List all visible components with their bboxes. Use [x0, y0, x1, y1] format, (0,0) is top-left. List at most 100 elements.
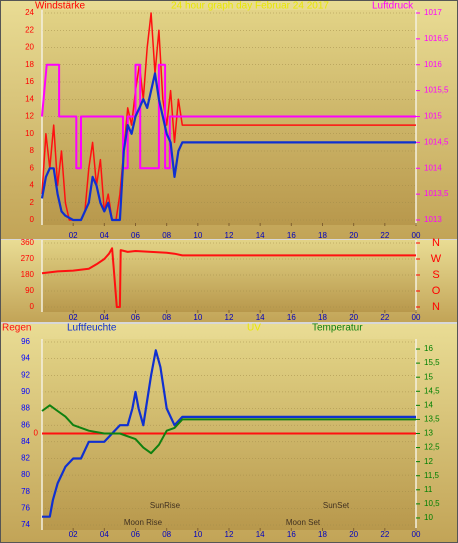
y2-tick-label: 1015	[424, 112, 442, 121]
y2-axis-label: Luftdruck	[372, 1, 414, 12]
y2-tick-label: W	[431, 253, 442, 265]
annotation: Moon Rise	[124, 518, 163, 527]
y-tick-label: 8	[30, 146, 35, 155]
y-tick-label: 360	[21, 238, 35, 247]
x-tick-label: 10	[193, 313, 202, 322]
x-tick-label: 10	[193, 231, 202, 240]
y-tick-label: 82	[21, 454, 30, 463]
y-tick-label: 0	[30, 302, 35, 311]
x-tick-label: 14	[256, 313, 265, 322]
y2-tick-label: 13,5	[424, 415, 440, 424]
y-tick-label: 20	[25, 43, 34, 52]
y2-tick-label: 16	[424, 344, 433, 353]
x-tick-label: 08	[162, 231, 171, 240]
y-tick-label: 16	[25, 77, 34, 86]
y2-tick-label: 1015,5	[424, 86, 449, 95]
annotation: SunSet	[323, 501, 350, 510]
x-tick-label: 02	[69, 231, 78, 240]
y-tick-label: 180	[21, 270, 35, 279]
y2-tick-label: N	[432, 237, 440, 249]
x-tick-label: 10	[193, 530, 202, 539]
series-line	[41, 247, 416, 308]
y-tick-label: 80	[21, 470, 30, 479]
legend-label: Temperatur	[312, 323, 363, 334]
series-line	[42, 349, 416, 518]
x-tick-label: 22	[380, 231, 389, 240]
x-tick-label: 02	[69, 313, 78, 322]
x-tick-label: 22	[380, 530, 389, 539]
y-tick-label: 86	[21, 420, 30, 429]
y2-tick-label: 11	[424, 485, 433, 494]
y2-tick-label: 1016	[424, 60, 442, 69]
x-tick-label: 12	[225, 530, 234, 539]
y2-tick-label: 10,5	[424, 499, 440, 508]
x-tick-label: 18	[318, 231, 327, 240]
x-tick-label: 12	[225, 313, 234, 322]
series-line	[41, 63, 416, 170]
y2-tick-label: N	[432, 301, 440, 313]
x-tick-label: 00	[412, 530, 421, 539]
y2-tick-label: 12	[424, 457, 433, 466]
y-tick-label: 0	[30, 215, 35, 224]
uv-label: UV	[247, 323, 261, 334]
series-line	[40, 72, 416, 222]
x-tick-label: 12	[225, 231, 234, 240]
y-tick-label: 78	[21, 487, 30, 496]
x-tick-label: 08	[162, 313, 171, 322]
x-tick-label: 04	[100, 313, 109, 322]
x-tick-label: 18	[318, 313, 327, 322]
x-tick-label: 22	[380, 313, 389, 322]
x-tick-label: 16	[287, 313, 296, 322]
series-line	[41, 404, 416, 455]
y-tick-label: 4	[30, 181, 35, 190]
y2-tick-label: 1017	[424, 8, 442, 17]
y2-tick-label: 12,5	[424, 443, 440, 452]
y-tick-label: 94	[21, 354, 30, 363]
x-tick-label: 14	[256, 231, 265, 240]
x-tick-label: 08	[162, 530, 171, 539]
x-tick-label: 02	[69, 530, 78, 539]
y-tick-label: 14	[25, 94, 34, 103]
chart-title: 24 hour graph day Februar 24 2017	[171, 1, 329, 12]
x-tick-label: 06	[131, 231, 140, 240]
y2-tick-label: 13	[424, 429, 433, 438]
y-tick-label: 90	[25, 286, 34, 295]
y-tick-label: 2	[30, 198, 35, 207]
y2-tick-label: 11,5	[424, 471, 440, 480]
x-tick-label: 00	[412, 231, 421, 240]
x-tick-label: 00	[412, 313, 421, 322]
y-tick-label: 74	[21, 520, 30, 529]
y2-tick-label: 10	[424, 513, 433, 522]
y-tick-label: 10	[25, 129, 34, 138]
y2-tick-label: 15,5	[424, 358, 440, 367]
y2-tick-label: 1014,5	[424, 137, 449, 146]
y-tick-label: 24	[25, 8, 34, 17]
plot-area	[42, 240, 416, 312]
legend-label: Luftfeuchte	[67, 323, 117, 334]
y-tick-label: 96	[21, 337, 30, 346]
y2-tick-label: 1014	[424, 163, 442, 172]
y3-tick-label: 0	[34, 429, 39, 438]
y2-tick-label: 1013	[424, 215, 442, 224]
y2-tick-label: O	[432, 285, 441, 297]
x-tick-label: 06	[131, 530, 140, 539]
x-tick-label: 06	[131, 313, 140, 322]
x-tick-label: 14	[256, 530, 265, 539]
y-tick-label: 6	[30, 163, 35, 172]
y-tick-label: 12	[25, 112, 34, 121]
y-tick-label: 22	[25, 25, 34, 34]
x-tick-label: 20	[349, 231, 358, 240]
y-axis-label: Windstärke	[35, 1, 85, 12]
y-tick-label: 84	[21, 437, 30, 446]
y-tick-label: 18	[25, 60, 34, 69]
y2-tick-label: 1016,5	[424, 34, 449, 43]
x-tick-label: 18	[318, 530, 327, 539]
y-tick-label: 88	[21, 404, 30, 413]
y2-tick-label: S	[432, 269, 439, 281]
legend-label: Regen	[2, 323, 31, 334]
y2-tick-label: 14	[424, 400, 433, 409]
y-tick-label: 76	[21, 503, 30, 512]
x-tick-label: 04	[100, 530, 109, 539]
y2-tick-label: 1013,5	[424, 189, 449, 198]
